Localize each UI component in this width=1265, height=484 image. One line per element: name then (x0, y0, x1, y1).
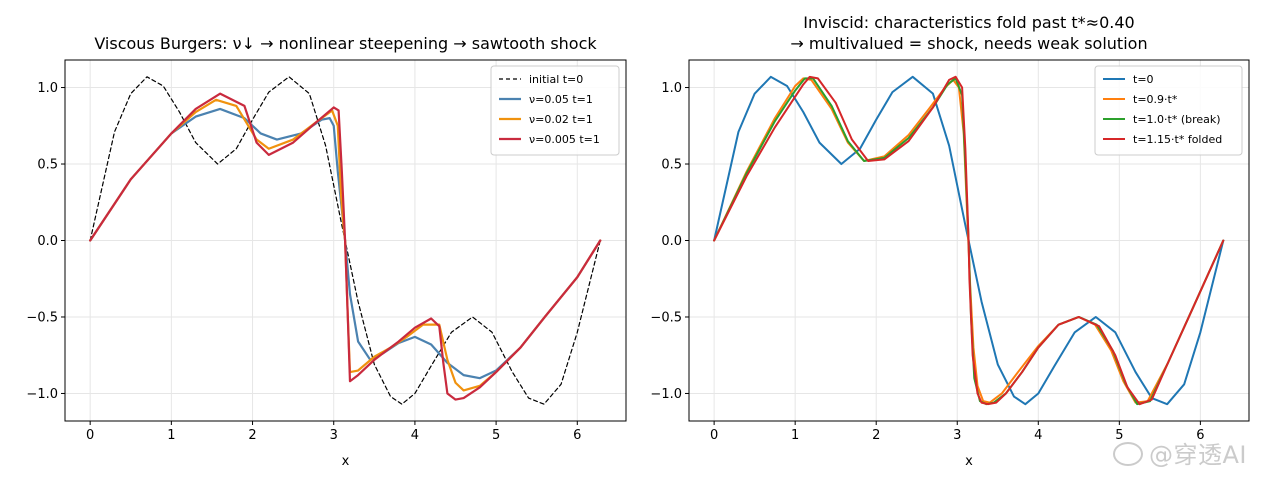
x-tick-label: 1 (791, 428, 799, 443)
watermark: @穿透AI (1113, 435, 1247, 470)
x-tick-label: 4 (1034, 428, 1042, 443)
series-line-1 (89, 107, 602, 380)
y-tick-label: 0.5 (37, 158, 58, 173)
x-tick-label: 0 (86, 428, 94, 443)
y-tick-label: −1.0 (650, 387, 682, 402)
x-tick-label: 2 (248, 428, 256, 443)
y-tick-label: −1.0 (26, 387, 58, 402)
x-axis-label: x (342, 454, 350, 469)
legend-entry-1: ν=0.05 t=1 (529, 93, 593, 106)
y-tick-label: 0.0 (661, 234, 682, 249)
series-line-3 (89, 92, 602, 401)
x-tick-label: 4 (411, 428, 419, 443)
legend-entry-1: t=0.9·t* (1133, 93, 1178, 106)
x-tick-label: 3 (953, 428, 961, 443)
y-tick-label: 1.0 (37, 81, 58, 96)
series-line-0 (89, 76, 601, 405)
inviscid-panel: 0 1 2 3 4 5 6 −1.0 −0.5 0.0 0.5 1.0 x Inviscid: chara… (650, 13, 1250, 469)
legend-entry-0: initial t=0 (529, 73, 583, 86)
y-tick-label: −0.5 (650, 310, 682, 325)
x-tick-label: 0 (710, 428, 718, 443)
legend-entry-3: ν=0.005 t=1 (529, 133, 600, 146)
x-tick-label: 1 (167, 428, 175, 443)
legend-entry-2: t=1.0·t* (break) (1133, 113, 1221, 126)
x-axis-label: x (965, 454, 973, 469)
chart-subtitle: → multivalued = shock, needs weak soluti… (790, 34, 1147, 53)
legend-entry-3: t=1.15·t* folded (1133, 133, 1222, 146)
weibo-logo-icon (1113, 442, 1143, 466)
y-tick-label: 0.0 (37, 234, 58, 249)
legend-entry-2: ν=0.02 t=1 (529, 113, 593, 126)
series-line-3 (713, 75, 1225, 406)
y-tick-label: 1.0 (661, 81, 682, 96)
x-tick-label: 5 (492, 428, 500, 443)
x-tick-label: 2 (872, 428, 880, 443)
x-tick-label: 5 (1115, 428, 1123, 443)
watermark-text: @穿透AI (1149, 441, 1247, 469)
chart-title: Viscous Burgers: ν↓ → nonlinear steepeni… (94, 34, 597, 53)
legend-entry-0: t=0 (1133, 73, 1154, 86)
viscous-burgers-panel: 0 1 2 3 4 5 6 −1.0 −0.5 0.0 0.5 1.0 x Viscous Burgers… (26, 34, 627, 469)
series-line-0 (713, 75, 1225, 406)
legend-box (1094, 65, 1243, 156)
y-tick-label: 0.5 (661, 158, 682, 173)
legend-box (490, 65, 620, 156)
legend: initial t=0 ν=0.05 t=1 ν=0.02 t=1 ν=0.005 t… (490, 65, 620, 156)
x-tick-label: 6 (1196, 428, 1204, 443)
y-tick-label: −0.5 (26, 310, 58, 325)
chart-title: Inviscid: characteristics fold past t*≈0… (803, 13, 1134, 32)
x-tick-label: 3 (330, 428, 338, 443)
x-tick-label: 6 (573, 428, 581, 443)
legend: t=0 t=0.9·t* t=1.0·t* (break) t=1.15·t* fol… (1094, 65, 1243, 156)
